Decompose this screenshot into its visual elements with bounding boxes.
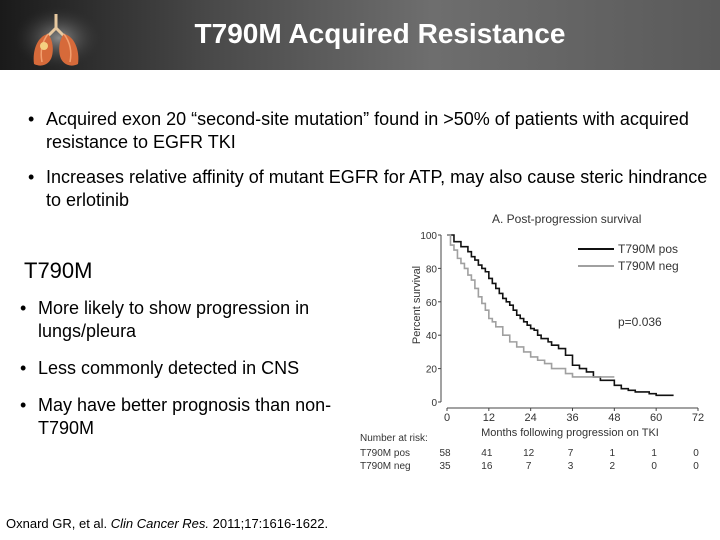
x-axis-label: Months following progression on TKI <box>481 427 659 439</box>
bullet-text: May have better prognosis than non-T790M <box>38 395 332 438</box>
bullet-dot: • <box>20 358 27 378</box>
y-tick-label: 60 <box>426 298 438 309</box>
legend-label: T790M neg <box>618 259 679 273</box>
p-value-annotation: p=0.036 <box>618 315 662 329</box>
chart-title: A. Post-progression survival <box>492 212 641 226</box>
citation-journal: Clin Cancer Res. <box>110 516 210 531</box>
top-bullet-list: • Acquired exon 20 “second-site mutation… <box>28 108 708 224</box>
series-line-pos <box>447 234 674 397</box>
risk-value: 3 <box>568 461 574 472</box>
y-axis-label: Percent survival <box>411 266 423 344</box>
subheading: T790M <box>24 258 93 283</box>
risk-value: 2 <box>610 461 616 472</box>
left-bullet-list: • More likely to show progression in lun… <box>20 297 360 454</box>
risk-value: 0 <box>693 448 699 459</box>
y-tick-label: 40 <box>426 331 438 342</box>
bullet-text: Acquired exon 20 “second-site mutation” … <box>46 109 689 152</box>
bullet-dot: • <box>28 109 35 129</box>
risk-value: 1 <box>651 448 657 459</box>
risk-row-label: T790M neg <box>360 461 411 472</box>
survival-chart: A. Post-progression survival Percent sur… <box>360 212 704 472</box>
slide-title: T790M Acquired Resistance <box>194 18 566 49</box>
bullet-dot: • <box>28 167 35 187</box>
bullet-dot: • <box>20 395 27 415</box>
y-tick-label: 0 <box>431 398 437 409</box>
lungs-logo-icon <box>14 6 104 70</box>
risk-value: 0 <box>693 461 699 472</box>
bullet-item: • Increases relative affinity of mutant … <box>28 166 708 212</box>
x-tick-label: 24 <box>525 412 537 424</box>
risk-value: 41 <box>481 448 493 459</box>
risk-value: 35 <box>439 461 451 472</box>
bullet-text: More likely to show progression in lungs… <box>38 298 310 341</box>
citation-authors: Oxnard GR, et al. <box>6 516 111 531</box>
title-bar: T790M Acquired Resistance <box>0 0 720 70</box>
risk-row-label: T790M pos <box>360 448 410 459</box>
citation: Oxnard GR, et al. Clin Cancer Res. 2011;… <box>6 516 328 531</box>
bullet-item: • May have better prognosis than non-T79… <box>20 394 360 440</box>
x-tick-label: 12 <box>483 412 495 424</box>
risk-table-header: Number at risk: <box>360 433 428 444</box>
risk-value: 12 <box>523 448 535 459</box>
risk-value: 1 <box>610 448 616 459</box>
y-tick-label: 100 <box>420 231 437 242</box>
legend-label: T790M pos <box>618 242 678 256</box>
risk-value: 7 <box>568 448 574 459</box>
bullet-item: • More likely to show progression in lun… <box>20 297 360 343</box>
x-tick-label: 60 <box>650 412 662 424</box>
bullet-text: Less commonly detected in CNS <box>38 358 300 378</box>
bullet-item: • Acquired exon 20 “second-site mutation… <box>28 108 708 154</box>
y-tick-label: 80 <box>426 264 438 275</box>
x-tick-label: 48 <box>608 412 620 424</box>
x-tick-label: 72 <box>692 412 704 424</box>
citation-details: 2011;17:1616-1622. <box>209 516 329 531</box>
series-line-neg <box>447 234 615 378</box>
risk-value: 16 <box>481 461 493 472</box>
bullet-item: • Less commonly detected in CNS <box>20 357 360 380</box>
risk-value: 0 <box>651 461 657 472</box>
x-tick-label: 0 <box>444 412 450 424</box>
bullet-dot: • <box>20 298 27 318</box>
bullet-text: Increases relative affinity of mutant EG… <box>46 167 708 210</box>
y-tick-label: 20 <box>426 365 438 376</box>
risk-value: 58 <box>439 448 451 459</box>
x-tick-label: 36 <box>566 412 578 424</box>
risk-value: 7 <box>526 461 532 472</box>
